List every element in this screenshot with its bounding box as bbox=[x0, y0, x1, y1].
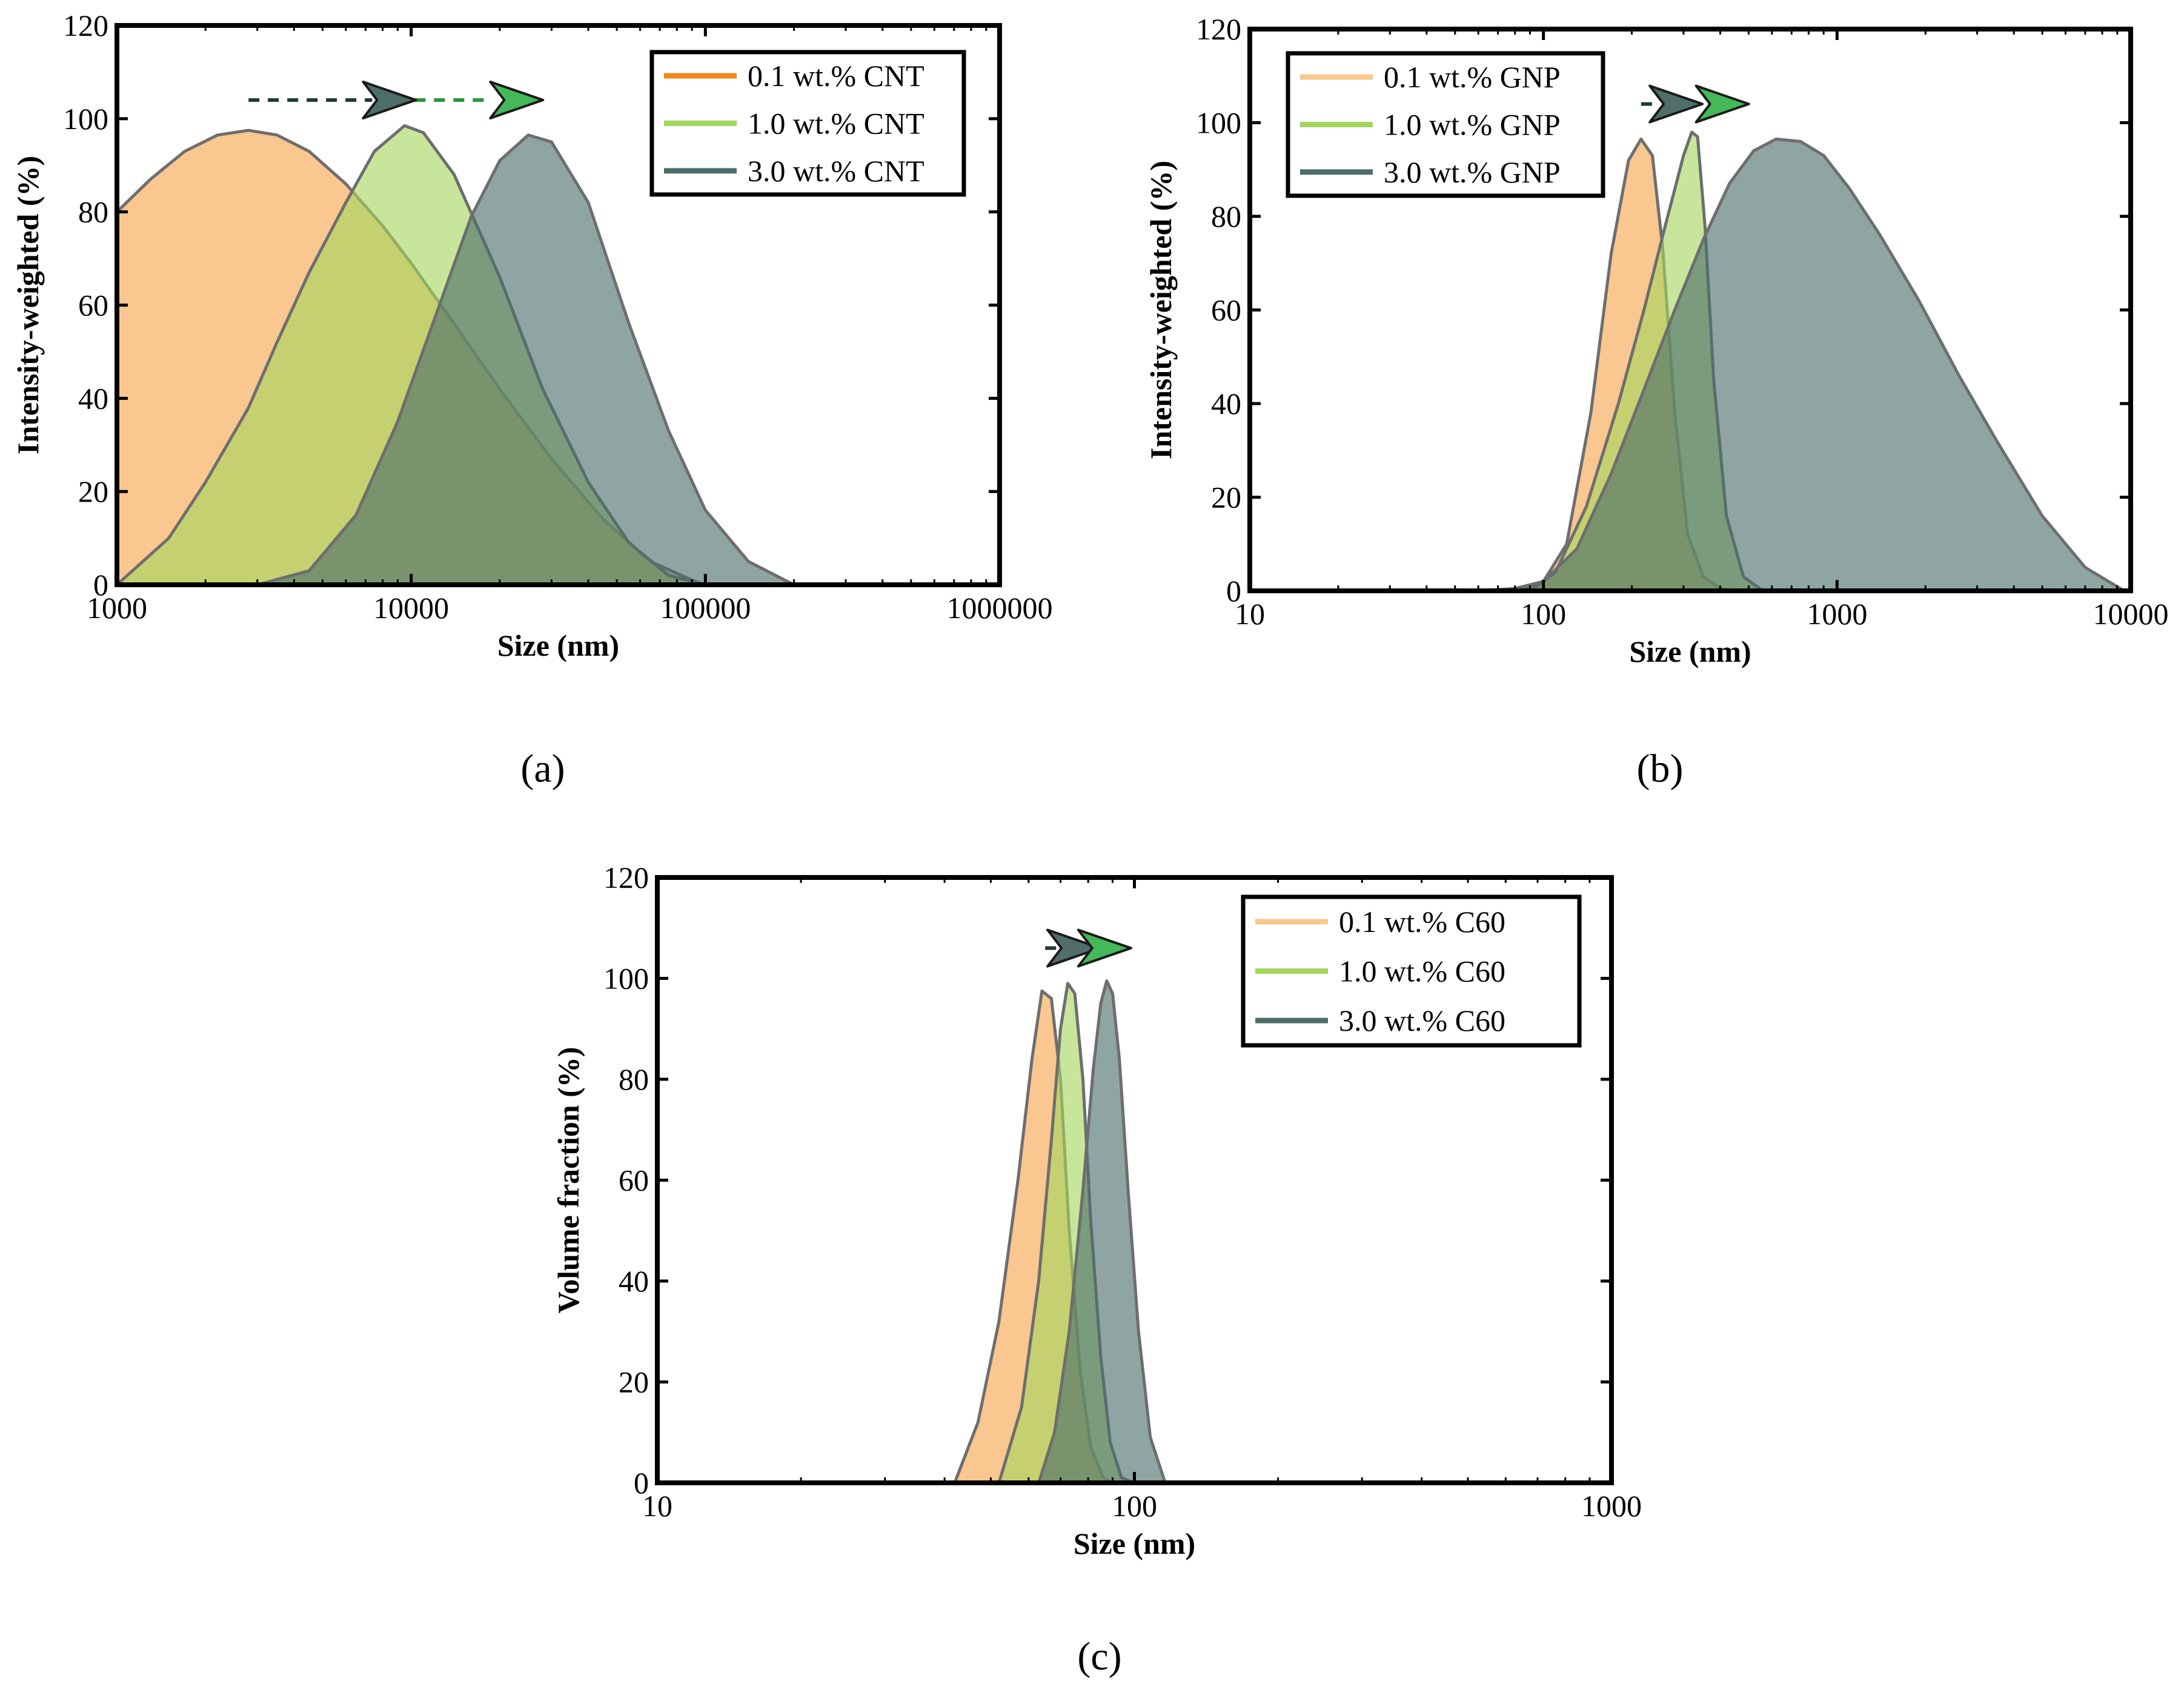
y-tick-label: 100 bbox=[603, 962, 649, 996]
x-tick-label: 10 bbox=[642, 1489, 672, 1523]
legend-label-3: 3.0 wt.% C60 bbox=[1339, 1004, 1505, 1037]
shift-arrow bbox=[1045, 928, 1132, 968]
x-tick-label: 10 bbox=[1235, 597, 1265, 631]
legend: 0.1 wt.% GNP 1.0 wt.% GNP 3.0 wt.% GNP bbox=[1286, 51, 1605, 198]
shift-arrowhead-2 bbox=[489, 81, 545, 120]
panel-caption: (c) bbox=[1077, 1634, 1121, 1679]
x-tick-label: 100000 bbox=[660, 591, 751, 625]
x-tick-label: 1000 bbox=[1807, 597, 1867, 631]
y-tick-label: 20 bbox=[1211, 481, 1241, 514]
axis-ticks: 0 20 40 60 80 100 120 1000 10000 100000 1000000 bbox=[63, 8, 1053, 625]
x-tick-label: 10000 bbox=[373, 591, 449, 625]
x-tick-label: 10000 bbox=[2093, 597, 2169, 631]
panel-b: 0 20 40 60 80 100 120 10 100 1000 10000 0.1 wt.% G… bbox=[1144, 12, 2169, 791]
y-tick-label: 120 bbox=[603, 860, 649, 894]
shift-arrowhead-2 bbox=[1694, 84, 1750, 124]
y-axis-label: Volume fraction (%) bbox=[551, 1047, 585, 1314]
y-tick-label: 120 bbox=[63, 8, 108, 42]
legend: 0.1 wt.% CNT 1.0 wt.% CNT 3.0 wt.% CNT bbox=[649, 50, 966, 197]
y-tick-label: 40 bbox=[78, 381, 108, 415]
y-axis-label: Intensity-weighted (%) bbox=[1144, 161, 1178, 459]
y-tick-label: 0 bbox=[634, 1466, 649, 1500]
y-tick-label: 20 bbox=[619, 1365, 649, 1399]
y-tick-label: 40 bbox=[619, 1264, 649, 1298]
series-area-3 bbox=[115, 133, 795, 587]
plot-frame bbox=[115, 23, 1002, 587]
shift-arrowhead-1 bbox=[1046, 928, 1102, 968]
legend: 0.1 wt.% C60 1.0 wt.% C60 3.0 wt.% C60 bbox=[1241, 894, 1582, 1048]
x-tick-label: 1000 bbox=[1581, 1489, 1642, 1523]
y-tick-label: 100 bbox=[1196, 106, 1241, 140]
series-area-3 bbox=[1037, 979, 1167, 1485]
plot-frame bbox=[655, 875, 1614, 1485]
plot-frame bbox=[1247, 27, 2133, 593]
legend-label-3: 3.0 wt.% GNP bbox=[1384, 155, 1561, 189]
y-tick-label: 0 bbox=[93, 568, 108, 602]
x-tick-label: 100 bbox=[1112, 1489, 1157, 1523]
plot-areas bbox=[953, 979, 1167, 1485]
y-tick-label: 40 bbox=[1211, 387, 1241, 421]
y-tick-label: 60 bbox=[619, 1163, 649, 1197]
panel-a: 0 20 40 60 80 100 120 1000 10000 100000 1000000 0.… bbox=[11, 8, 1053, 791]
plot-areas bbox=[115, 124, 795, 587]
y-tick-label: 80 bbox=[619, 1062, 649, 1096]
y-tick-label: 0 bbox=[1226, 574, 1241, 608]
series-area-3 bbox=[1476, 138, 2126, 593]
panel-caption: (a) bbox=[520, 747, 565, 791]
x-tick-label: 100 bbox=[1521, 597, 1566, 631]
shift-arrowhead-1 bbox=[362, 81, 417, 120]
legend-label-1: 0.1 wt.% GNP bbox=[1384, 60, 1561, 94]
shift-arrowhead-2 bbox=[1077, 928, 1132, 968]
shift-arrow bbox=[248, 81, 545, 120]
legend-label-2: 1.0 wt.% C60 bbox=[1339, 954, 1505, 988]
panel-caption: (b) bbox=[1637, 747, 1684, 791]
panel-c: 0 20 40 60 80 100 120 10 100 1000 0.1 wt.% C60 1.0… bbox=[551, 860, 1642, 1679]
shift-arrowhead-1 bbox=[1648, 84, 1704, 124]
legend-label-2: 1.0 wt.% GNP bbox=[1384, 108, 1561, 142]
x-tick-label: 1000000 bbox=[947, 591, 1053, 625]
shift-arrow bbox=[1641, 84, 1750, 124]
y-tick-label: 20 bbox=[78, 474, 108, 508]
x-axis-label: Size (nm) bbox=[1074, 1526, 1195, 1560]
plot-areas bbox=[1476, 130, 2126, 593]
x-axis-label: Size (nm) bbox=[497, 628, 619, 662]
legend-label-2: 1.0 wt.% CNT bbox=[748, 107, 924, 141]
legend-label-1: 0.1 wt.% C60 bbox=[1339, 905, 1505, 939]
y-axis-label: Intensity-weighted (%) bbox=[11, 156, 45, 454]
y-tick-label: 60 bbox=[1211, 293, 1241, 327]
y-tick-label: 120 bbox=[1196, 12, 1241, 46]
y-tick-label: 100 bbox=[63, 102, 108, 136]
legend-label-3: 3.0 wt.% CNT bbox=[748, 154, 924, 188]
x-axis-label: Size (nm) bbox=[1629, 634, 1751, 668]
x-tick-label: 1000 bbox=[87, 591, 147, 625]
y-tick-label: 60 bbox=[78, 288, 108, 322]
legend-label-1: 0.1 wt.% CNT bbox=[748, 59, 924, 93]
y-tick-label: 80 bbox=[78, 195, 108, 229]
y-tick-label: 80 bbox=[1211, 199, 1241, 233]
